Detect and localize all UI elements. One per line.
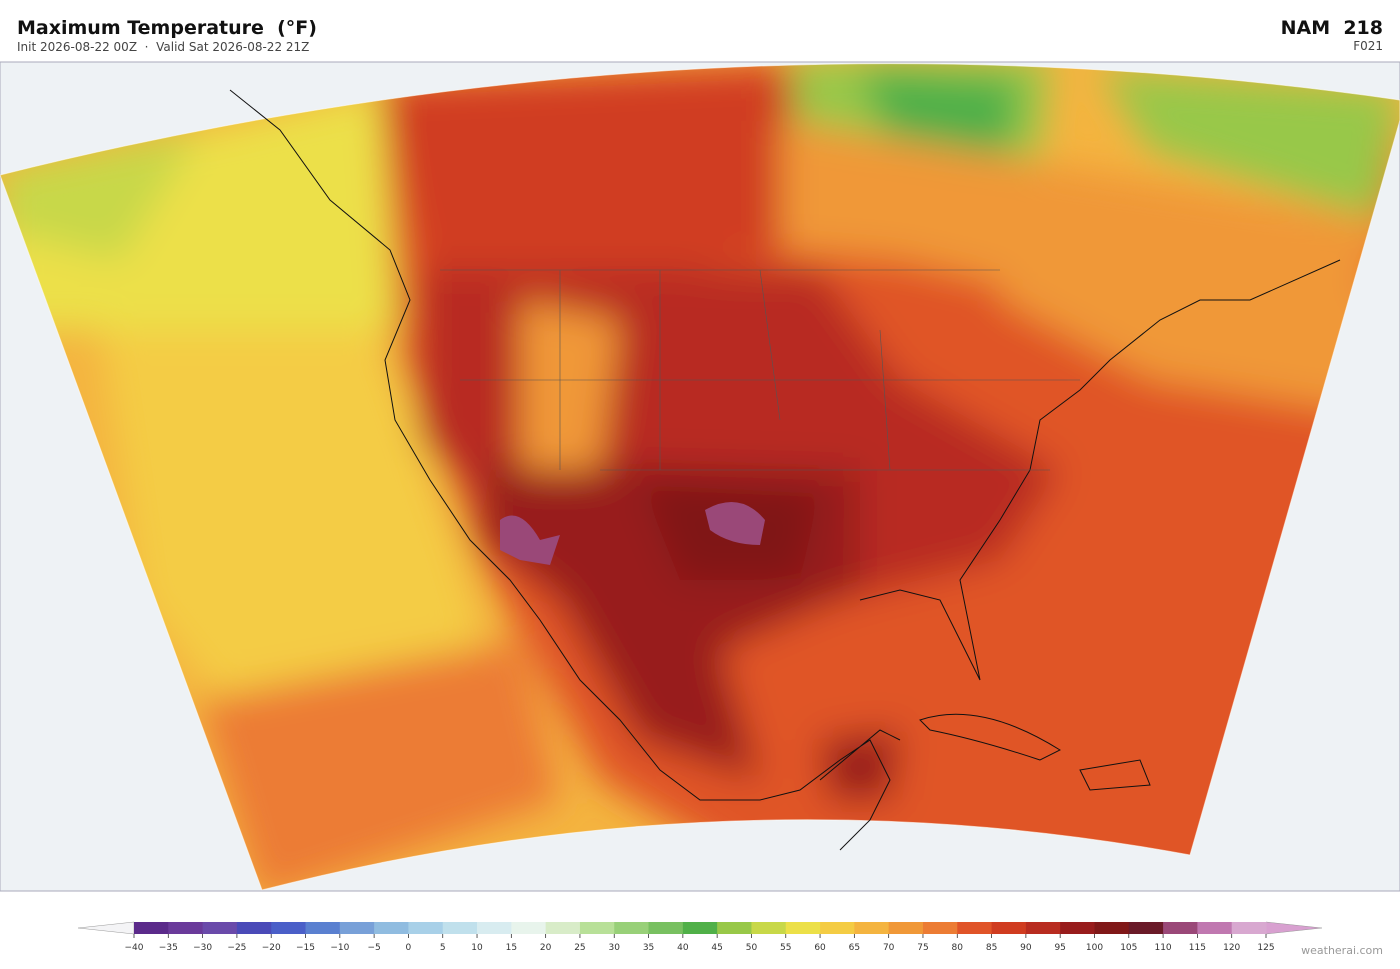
colorbar-segment bbox=[1197, 922, 1233, 934]
colorbar-tick-label: 100 bbox=[1086, 943, 1103, 953]
credit: weatherai.com bbox=[1301, 944, 1383, 957]
colorbar-tick-label: −10 bbox=[330, 943, 349, 953]
colorbar-segment bbox=[991, 922, 1027, 934]
colorbar-segment bbox=[236, 922, 272, 934]
colorbar-tick-label: 35 bbox=[643, 943, 654, 953]
colorbar-segment bbox=[1025, 922, 1061, 934]
colorbar-tick-label: −30 bbox=[193, 943, 212, 953]
colorbar: −40 −35 −30 −25 −20 −15 −10 −5 0 5 10 15 20 25 30 35 40 4… bbox=[77, 921, 1323, 953]
colorbar-segment bbox=[614, 922, 650, 934]
colorbar-segment bbox=[785, 922, 821, 934]
colorbar-tick-label: 45 bbox=[711, 943, 722, 953]
colorbar-tick-label: 5 bbox=[440, 943, 446, 953]
colorbar-segment bbox=[957, 922, 993, 934]
colorbar-segment bbox=[648, 922, 684, 934]
colorbar-tick-label: −35 bbox=[159, 943, 178, 953]
colorbar-segment bbox=[305, 922, 341, 934]
colorbar-segment bbox=[1060, 922, 1095, 934]
colorbar-segment bbox=[271, 922, 307, 934]
colorbar-segment bbox=[1163, 922, 1198, 934]
colorbar-segment bbox=[545, 922, 581, 934]
colorbar-tick-label: 25 bbox=[574, 943, 585, 953]
colorbar-tick-label: 60 bbox=[814, 943, 826, 953]
colorbar-segment bbox=[682, 922, 718, 934]
colorbar-tick-label: 30 bbox=[609, 943, 621, 953]
forecast-hour: F021 bbox=[1353, 39, 1383, 53]
colorbar-tick-label: 40 bbox=[677, 943, 689, 953]
colorbar-tick-label: 125 bbox=[1257, 943, 1274, 953]
colorbar-tick-label: 50 bbox=[746, 943, 758, 953]
colorbar-extend-high bbox=[1265, 921, 1323, 935]
colorbar-tick-label: 115 bbox=[1189, 943, 1206, 953]
colorbar-tick-label: 80 bbox=[952, 943, 964, 953]
model: NAM 218 bbox=[1281, 17, 1383, 39]
colorbar-segment bbox=[1094, 922, 1130, 934]
colorbar-segment bbox=[717, 922, 752, 934]
colorbar-tick-label: −40 bbox=[125, 943, 144, 953]
colorbar-tick-label: 55 bbox=[780, 943, 791, 953]
colorbar-tick-label: 110 bbox=[1154, 943, 1171, 953]
colorbar-segment bbox=[854, 922, 890, 934]
colorbar-segment bbox=[820, 922, 855, 934]
colorbar-segment bbox=[339, 922, 375, 934]
colorbar-segment bbox=[751, 922, 787, 934]
colorbar-tick-label: 20 bbox=[540, 943, 552, 953]
colorbar-segment bbox=[134, 922, 169, 934]
colorbar-tick-label: 65 bbox=[849, 943, 860, 953]
colorbar-tick-label: 15 bbox=[506, 943, 517, 953]
colorbar-tick-label: 10 bbox=[471, 943, 483, 953]
colorbar-segment bbox=[1128, 922, 1164, 934]
colorbar-tick-label: 0 bbox=[406, 943, 412, 953]
colorbar-segment bbox=[888, 922, 924, 934]
colorbar-tick-label: −20 bbox=[262, 943, 281, 953]
colorbar-tick-label: 90 bbox=[1020, 943, 1032, 953]
colorbar-segment bbox=[1231, 922, 1267, 934]
colorbar-tick-label: −25 bbox=[227, 943, 246, 953]
map bbox=[0, 61, 1400, 892]
subtitle: Init 2026-08-22 00Z · Valid Sat 2026-08-… bbox=[17, 40, 309, 54]
colorbar-segment bbox=[168, 922, 204, 934]
colorbar-tick-label: 75 bbox=[917, 943, 928, 953]
colorbar-segment bbox=[442, 922, 478, 934]
colorbar-tick-label: −15 bbox=[296, 943, 315, 953]
title: Maximum Temperature (°F) bbox=[17, 17, 317, 39]
colorbar-tick-label: 95 bbox=[1054, 943, 1065, 953]
colorbar-extend-low bbox=[77, 921, 135, 935]
colorbar-segment bbox=[374, 922, 409, 934]
colorbar-segment bbox=[579, 922, 615, 934]
colorbar-tick-label: −5 bbox=[367, 943, 380, 953]
colorbar-segment bbox=[511, 922, 547, 934]
colorbar-tick-label: 120 bbox=[1223, 943, 1240, 953]
colorbar-segment bbox=[408, 922, 444, 934]
colorbar-tick-label: 105 bbox=[1120, 943, 1137, 953]
colorbar-segment bbox=[922, 922, 958, 934]
colorbar-tick-label: 70 bbox=[883, 943, 895, 953]
colorbar-segment bbox=[202, 922, 238, 934]
colorbar-tick-label: 85 bbox=[986, 943, 997, 953]
colorbar-segment bbox=[477, 922, 512, 934]
